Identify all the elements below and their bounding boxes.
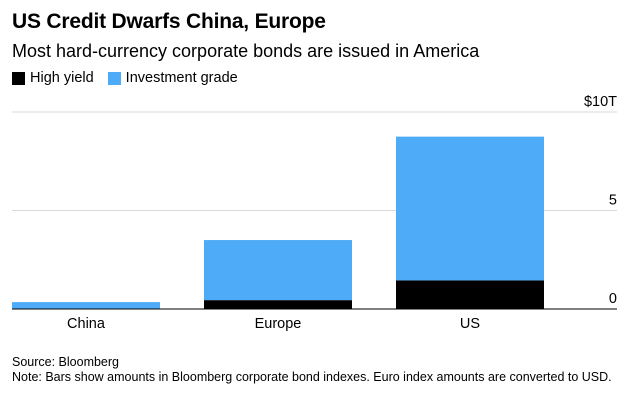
- chart-title: US Credit Dwarfs China, Europe: [12, 10, 326, 33]
- legend-item-investment-grade: Investment grade: [107, 70, 238, 86]
- chart-subtitle: Most hard-currency corporate bonds are i…: [12, 41, 480, 61]
- legend-item-high-yield: High yield: [12, 70, 94, 86]
- legend-label-high-yield: High yield: [30, 70, 94, 86]
- bar-us-high-yield: [396, 280, 544, 309]
- legend-label-investment-grade: Investment grade: [125, 70, 238, 86]
- x-tick-label-europe: Europe: [255, 316, 302, 332]
- footnote: Source: Bloomberg Note: Bars show amount…: [12, 355, 627, 385]
- x-tick-label-us: US: [460, 316, 480, 332]
- x-tick-label-china: China: [67, 316, 106, 332]
- bar-chart: China Europe US 0 5 $10T: [12, 94, 617, 332]
- legend-swatch-high-yield: [12, 71, 25, 85]
- bar-china-investment-grade: [12, 302, 160, 309]
- y-tick-label-5: 5: [609, 193, 617, 209]
- bar-us-investment-grade: [396, 136, 544, 281]
- legend: High yield Investment grade: [12, 70, 252, 86]
- source-note: Source: Bloomberg: [12, 355, 120, 369]
- bar-europe-investment-grade: [204, 240, 352, 301]
- legend-swatch-investment-grade: [107, 71, 121, 85]
- bar-europe-high-yield: [204, 300, 352, 309]
- y-tick-label-10t: $10T: [584, 94, 617, 110]
- footnote-text: Note: Bars show amounts in Bloomberg cor…: [12, 370, 612, 384]
- y-tick-label-0: 0: [609, 291, 617, 307]
